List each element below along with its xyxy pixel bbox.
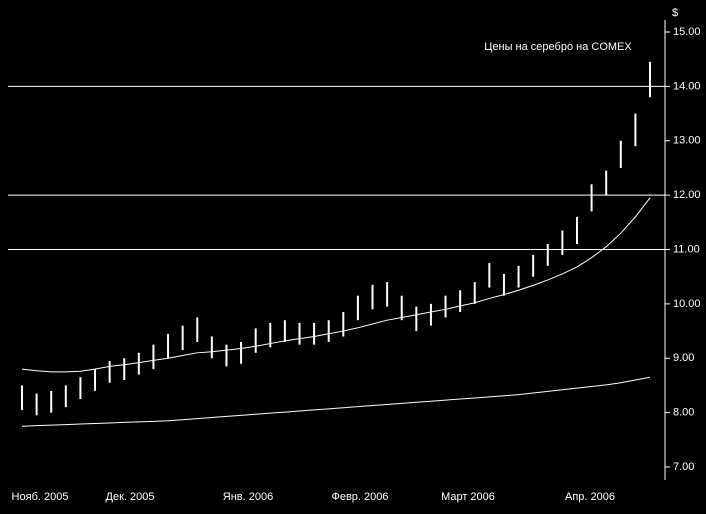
y-tick-label: 9.00: [673, 352, 694, 364]
y-tick-label: 7.00: [673, 461, 694, 473]
x-tick-label: Февр. 2006: [331, 491, 388, 503]
moving-average: [21, 376, 651, 427]
y-tick-label: 13.00: [673, 135, 701, 147]
y-tick-label: 12.00: [673, 189, 701, 201]
chart-title: Цены на серебро на COMEX: [484, 41, 632, 53]
x-tick-label: Апр. 2006: [565, 491, 615, 503]
x-tick-label: Март 2006: [441, 491, 495, 503]
y-tick-label: 15.00: [673, 26, 701, 38]
x-tick-label: Нояб. 2005: [12, 491, 69, 503]
y-tick-label: 10.00: [673, 298, 701, 310]
y-axis-label: $: [672, 7, 678, 19]
x-tick-label: Дек. 2005: [106, 491, 155, 503]
x-tick-label: Янв. 2006: [223, 491, 273, 503]
y-tick-label: 8.00: [673, 407, 694, 419]
moving-average: [21, 197, 651, 373]
y-tick-label: 14.00: [673, 80, 701, 92]
y-tick-label: 11.00: [673, 243, 700, 255]
